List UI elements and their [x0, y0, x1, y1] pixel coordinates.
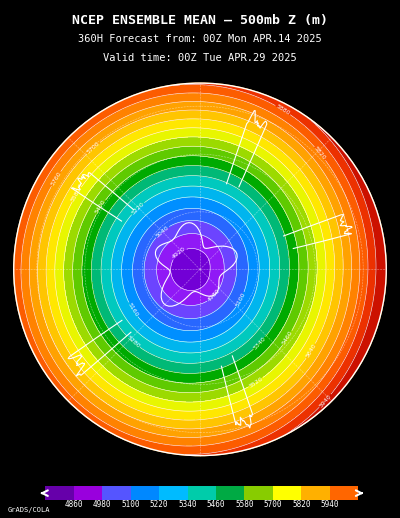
Text: 5040: 5040	[154, 224, 170, 238]
Text: 5340: 5340	[252, 336, 267, 351]
Text: 4980: 4980	[207, 288, 221, 303]
Text: 5280: 5280	[126, 335, 141, 349]
Text: 5580: 5580	[235, 500, 254, 509]
Text: 5640: 5640	[305, 343, 317, 359]
Text: 5100: 5100	[235, 292, 246, 308]
FancyBboxPatch shape	[273, 486, 301, 500]
Text: 5400: 5400	[94, 199, 107, 215]
Text: 5220: 5220	[130, 201, 145, 215]
FancyBboxPatch shape	[188, 486, 216, 500]
Text: 4980: 4980	[93, 500, 112, 509]
Text: 5580: 5580	[70, 186, 83, 202]
Text: 5460: 5460	[207, 500, 225, 509]
Text: 360H Forecast from: 00Z Mon APR.14 2025: 360H Forecast from: 00Z Mon APR.14 2025	[78, 34, 322, 44]
Text: 5760: 5760	[50, 171, 62, 187]
Text: 5100: 5100	[122, 500, 140, 509]
FancyBboxPatch shape	[159, 486, 188, 500]
Text: 5520: 5520	[248, 376, 264, 389]
Text: 5460: 5460	[281, 330, 294, 346]
Text: Valid time: 00Z Tue APR.29 2025: Valid time: 00Z Tue APR.29 2025	[103, 53, 297, 63]
Text: 5940: 5940	[318, 393, 332, 408]
Text: 5220: 5220	[150, 500, 168, 509]
FancyBboxPatch shape	[102, 486, 131, 500]
Text: 5340: 5340	[178, 500, 197, 509]
FancyBboxPatch shape	[46, 486, 74, 500]
Circle shape	[14, 83, 386, 456]
FancyBboxPatch shape	[301, 486, 330, 500]
Text: 5160: 5160	[127, 302, 139, 318]
Text: 5940: 5940	[320, 500, 339, 509]
FancyBboxPatch shape	[244, 486, 273, 500]
FancyBboxPatch shape	[131, 486, 159, 500]
Text: 4860: 4860	[65, 500, 83, 509]
FancyBboxPatch shape	[216, 486, 244, 500]
Text: 5700: 5700	[264, 500, 282, 509]
Text: 5820: 5820	[313, 146, 327, 161]
FancyBboxPatch shape	[330, 486, 358, 500]
Text: 5700: 5700	[86, 141, 101, 155]
Text: 5820: 5820	[292, 500, 311, 509]
Text: GrADS/COLA: GrADS/COLA	[8, 507, 50, 513]
FancyBboxPatch shape	[74, 486, 102, 500]
Text: 4920: 4920	[171, 246, 186, 260]
Text: NCEP ENSEMBLE MEAN – 500mb Z (m): NCEP ENSEMBLE MEAN – 500mb Z (m)	[72, 13, 328, 26]
Text: 5880: 5880	[275, 104, 291, 116]
